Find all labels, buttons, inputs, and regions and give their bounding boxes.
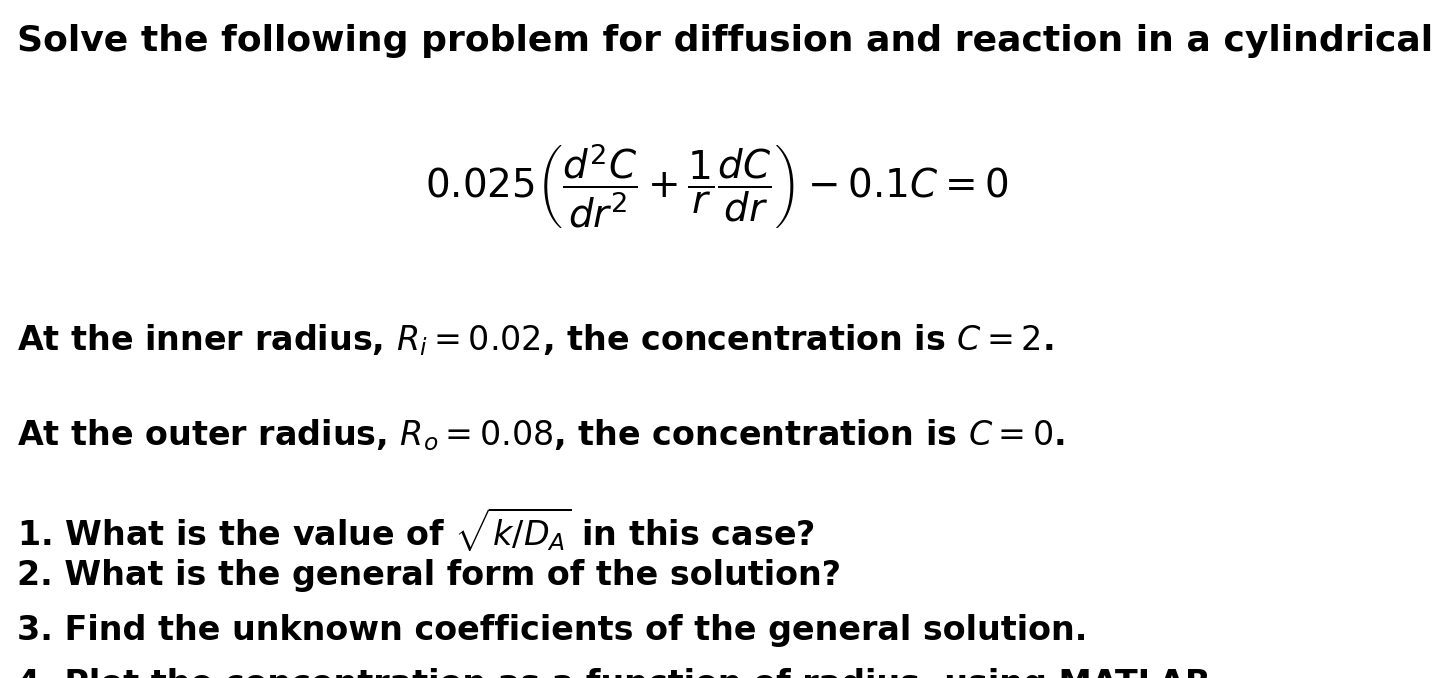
- Text: 4. Plot the concentration as a function of radius, using MATLAB.: 4. Plot the concentration as a function …: [17, 668, 1223, 678]
- Text: At the inner radius, $R_i = 0.02$, the concentration is $C = 2$.: At the inner radius, $R_i = 0.02$, the c…: [17, 322, 1054, 358]
- Text: 3. Find the unknown coefficients of the general solution.: 3. Find the unknown coefficients of the …: [17, 614, 1087, 647]
- Text: $0.025\left(\dfrac{d^2C}{dr^2} + \dfrac{1}{r}\dfrac{dC}{dr}\right) - 0.1C = 0$: $0.025\left(\dfrac{d^2C}{dr^2} + \dfrac{…: [426, 142, 1008, 231]
- Text: 1. What is the value of $\sqrt{k/D_A}$ in this case?: 1. What is the value of $\sqrt{k/D_A}$ i…: [17, 505, 815, 553]
- Text: Solve the following problem for diffusion and reaction in a cylindrical annulus.: Solve the following problem for diffusio…: [17, 24, 1434, 58]
- Text: At the outer radius, $R_o = 0.08$, the concentration is $C = 0$.: At the outer radius, $R_o = 0.08$, the c…: [17, 417, 1065, 453]
- Text: 2. What is the general form of the solution?: 2. What is the general form of the solut…: [17, 559, 842, 593]
